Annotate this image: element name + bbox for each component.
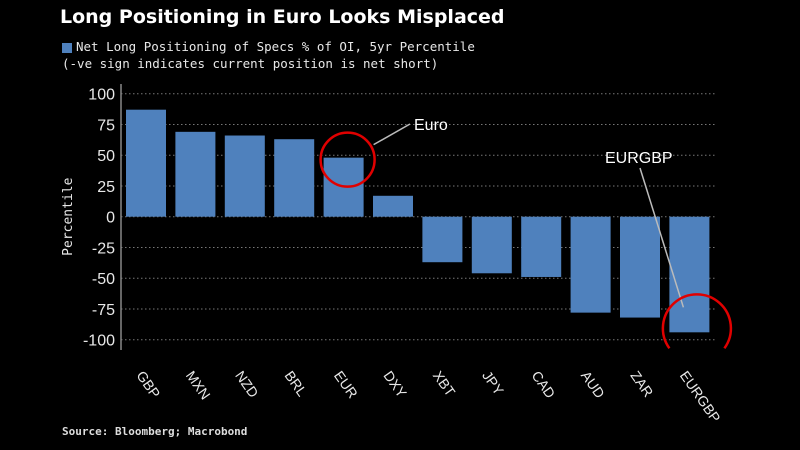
- bar-aud: [570, 216, 611, 313]
- annotation-leader-euro: [373, 123, 411, 146]
- bar-dxy: [373, 195, 413, 217]
- x-tick-label: DXY: [380, 368, 410, 401]
- x-tick-label: JPY: [479, 368, 507, 399]
- annotation-euro: Euro: [414, 117, 448, 134]
- legend-swatch: [62, 42, 72, 53]
- x-tick-label: MXN: [183, 368, 214, 403]
- y-tick-label: 75: [97, 117, 115, 134]
- x-tick-label: XBT: [430, 368, 459, 400]
- x-tick-label: EUR: [331, 368, 361, 401]
- chart-title: Long Positioning in Euro Looks Misplaced: [60, 6, 505, 28]
- legend-label: Net Long Positioning of Specs % of OI, 5…: [76, 39, 475, 54]
- bar-eurgbp: [669, 216, 710, 333]
- y-tick-label: 50: [97, 148, 115, 165]
- x-tick-label: CAD: [529, 368, 559, 401]
- highlight-circle-euro: [319, 131, 376, 188]
- y-tick-label: 100: [88, 87, 115, 104]
- bar-brl: [274, 139, 315, 217]
- bar-gbp: [126, 109, 166, 217]
- y-tick-label: 25: [97, 179, 115, 196]
- x-tick-label: GBP: [133, 368, 163, 401]
- highlight-circle-eurgbp: [661, 293, 733, 350]
- bar-nzd: [224, 135, 265, 217]
- bar-mxn: [175, 131, 216, 217]
- annotation-eurgbp: EURGBP: [605, 150, 673, 167]
- source-note: Source: Bloomberg; Macrobond: [62, 425, 248, 438]
- x-tick-label: ZAR: [627, 368, 656, 400]
- x-tick-label: AUD: [578, 368, 608, 401]
- bar-cad: [521, 216, 562, 277]
- y-tick-label: 0: [106, 210, 115, 227]
- x-tick-label: EURGBP: [677, 368, 724, 426]
- bar-jpy: [471, 216, 512, 274]
- annotation-leader-eurgbp: [639, 167, 685, 308]
- y-tick-label: -100: [83, 333, 115, 350]
- legend-note: (-ve sign indicates current position is …: [62, 56, 439, 71]
- x-tick-label: NZD: [232, 368, 262, 401]
- y-tick-label: -50: [92, 271, 115, 288]
- y-tick-label: -25: [92, 240, 115, 257]
- legend: Net Long Positioning of Specs % of OI, 5…: [62, 38, 475, 72]
- y-axis-label: Percentile: [61, 177, 76, 255]
- x-tick-label: BRL: [282, 368, 311, 400]
- bar-xbt: [422, 216, 463, 263]
- y-tick-label: -75: [92, 302, 115, 319]
- bar-zar: [620, 216, 660, 318]
